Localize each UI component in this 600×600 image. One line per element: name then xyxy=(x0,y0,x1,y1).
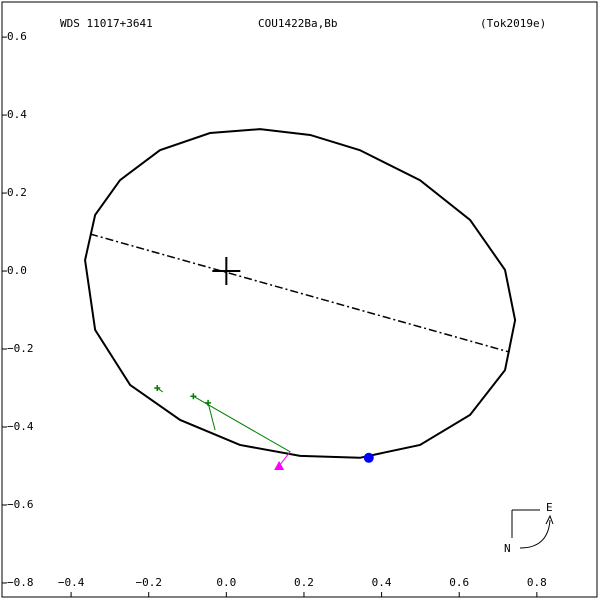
current-position xyxy=(363,452,374,463)
compass-axes xyxy=(511,509,540,538)
y-tick-label: 0.4 xyxy=(7,108,27,121)
predicted-marker xyxy=(274,460,285,470)
x-tick-label: −0.4 xyxy=(58,576,85,589)
line-of-nodes xyxy=(89,233,510,353)
residual xyxy=(207,402,216,431)
primary-cross xyxy=(212,257,241,286)
compass-arrowhead xyxy=(545,514,554,525)
x-tick-label: 0.0 xyxy=(216,576,236,589)
x-tick-label: 0.8 xyxy=(527,576,547,589)
reference: (Tok2019e) xyxy=(480,17,546,30)
observation xyxy=(154,385,161,392)
predicted-link xyxy=(278,451,291,467)
compass-arrow xyxy=(519,519,551,549)
observation xyxy=(190,393,197,400)
residual xyxy=(193,395,291,453)
orbit-ellipse xyxy=(84,128,517,459)
y-tick-label: 0.6 xyxy=(7,30,27,43)
compass-east: E xyxy=(546,501,553,514)
y-tick-label: −0.8 xyxy=(7,576,34,589)
x-tick-label: 0.4 xyxy=(372,576,392,589)
compass: E N xyxy=(504,501,554,555)
y-tick-label: 0.2 xyxy=(7,186,27,199)
x-tick-label: −0.2 xyxy=(135,576,162,589)
y-tick-label: −0.2 xyxy=(7,342,34,355)
x-tick-label: 0.6 xyxy=(449,576,469,589)
y-tick-label: 0.0 xyxy=(7,264,27,277)
chart-title: WDS 11017+3641 xyxy=(60,17,153,30)
compass-north: N xyxy=(504,542,511,555)
observation xyxy=(205,399,212,406)
chart-subtitle: COU1422Ba,Bb xyxy=(258,17,337,30)
y-tick-label: −0.4 xyxy=(7,420,34,433)
y-tick-label: −0.6 xyxy=(7,498,34,511)
x-tick-label: 0.2 xyxy=(294,576,314,589)
